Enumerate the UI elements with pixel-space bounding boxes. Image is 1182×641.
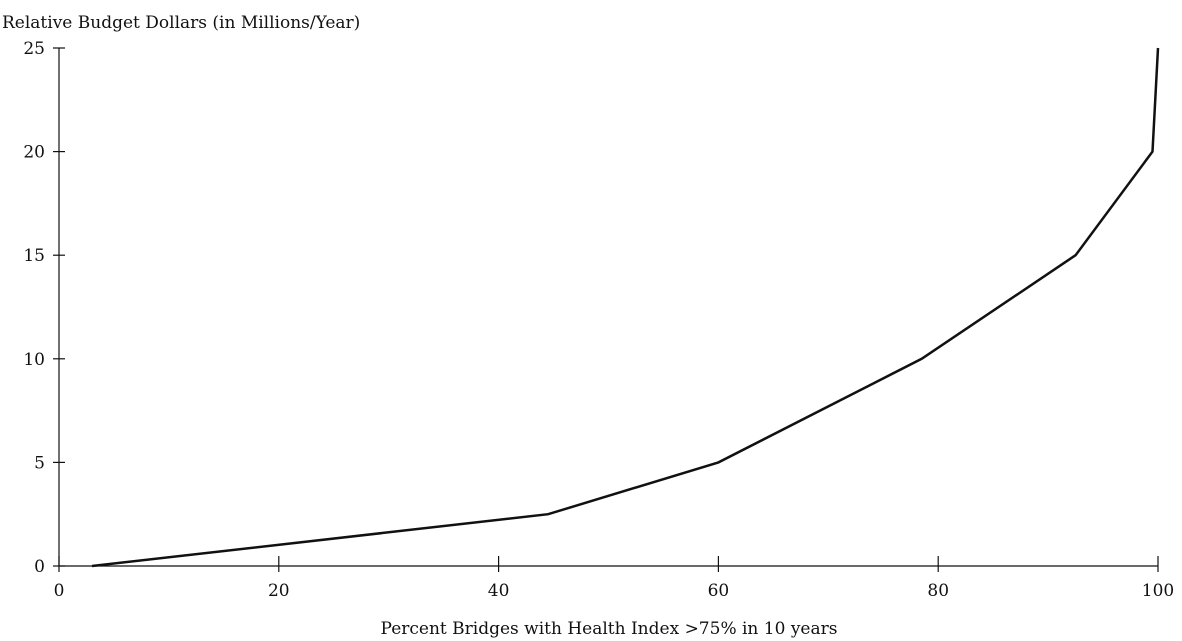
y-ticks: 0 5 10 15 20 25 xyxy=(23,39,65,577)
y-axis-title: Relative Budget Dollars (in Millions/Yea… xyxy=(2,13,360,33)
y-tick-label: 10 xyxy=(23,350,45,370)
x-tick-label: 0 xyxy=(54,581,65,601)
x-tick-label: 60 xyxy=(708,581,730,601)
x-ticks: 0 20 40 60 80 100 xyxy=(54,556,1174,601)
x-tick-label: 80 xyxy=(927,581,949,601)
y-tick-label: 5 xyxy=(34,453,45,473)
x-tick-label: 20 xyxy=(268,581,290,601)
x-tick-label: 100 xyxy=(1142,581,1174,601)
y-tick-label: 20 xyxy=(23,143,45,163)
series-line xyxy=(91,47,1160,568)
y-tick-label: 15 xyxy=(23,246,45,266)
x-axis-title: Percent Bridges with Health Index >75% i… xyxy=(381,619,838,639)
y-tick-label: 0 xyxy=(34,557,45,577)
y-tick-label: 25 xyxy=(23,39,45,59)
x-tick-label: 40 xyxy=(488,581,510,601)
series-group xyxy=(91,47,1160,568)
